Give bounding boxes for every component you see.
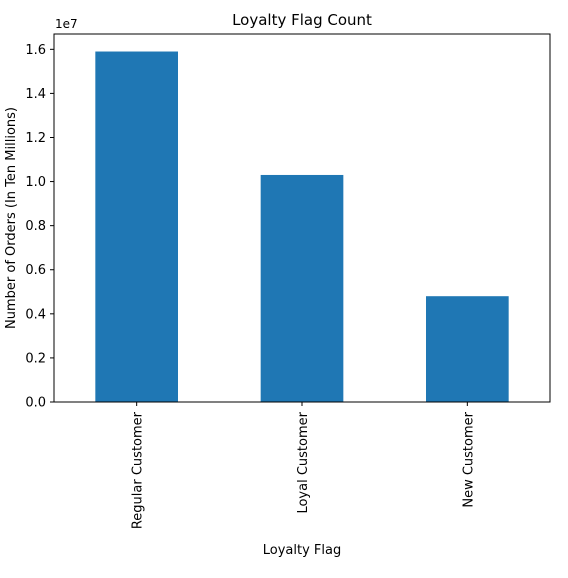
x-tick-label: New Customer (461, 411, 476, 507)
y-tick-label: 1.0 (25, 175, 46, 190)
y-tick-label: 0.6 (25, 263, 46, 278)
y-tick-label: 0.0 (25, 396, 46, 411)
plot-area: 0.0 0.2 0.4 0.6 0.8 1.0 1.2 1.4 1.6 Regular Custo… (25, 33, 551, 529)
chart-title: Loyalty Flag Count (232, 11, 372, 29)
y-tick-label: 0.4 (25, 307, 46, 322)
y-scale-label: 1e7 (55, 17, 78, 31)
bar-regular-customer (95, 51, 178, 403)
bar-new-customer (426, 296, 509, 402)
x-tick-label: Loyal Customer (296, 411, 311, 513)
bar-loyal-customer (260, 174, 344, 402)
y-tick-label: 0.2 (25, 351, 46, 366)
plot-frame (53, 33, 551, 403)
x-axis-label: Loyalty Flag (263, 543, 341, 558)
y-tick-label: 1.2 (25, 131, 46, 146)
y-tick-label: 1.4 (25, 87, 46, 102)
y-tick-label: 1.6 (25, 43, 46, 58)
y-tick-label: 0.8 (25, 219, 46, 234)
y-axis-label: Number of Orders (In Ten Millions) (4, 107, 19, 329)
x-tick-label: Regular Customer (131, 411, 146, 529)
